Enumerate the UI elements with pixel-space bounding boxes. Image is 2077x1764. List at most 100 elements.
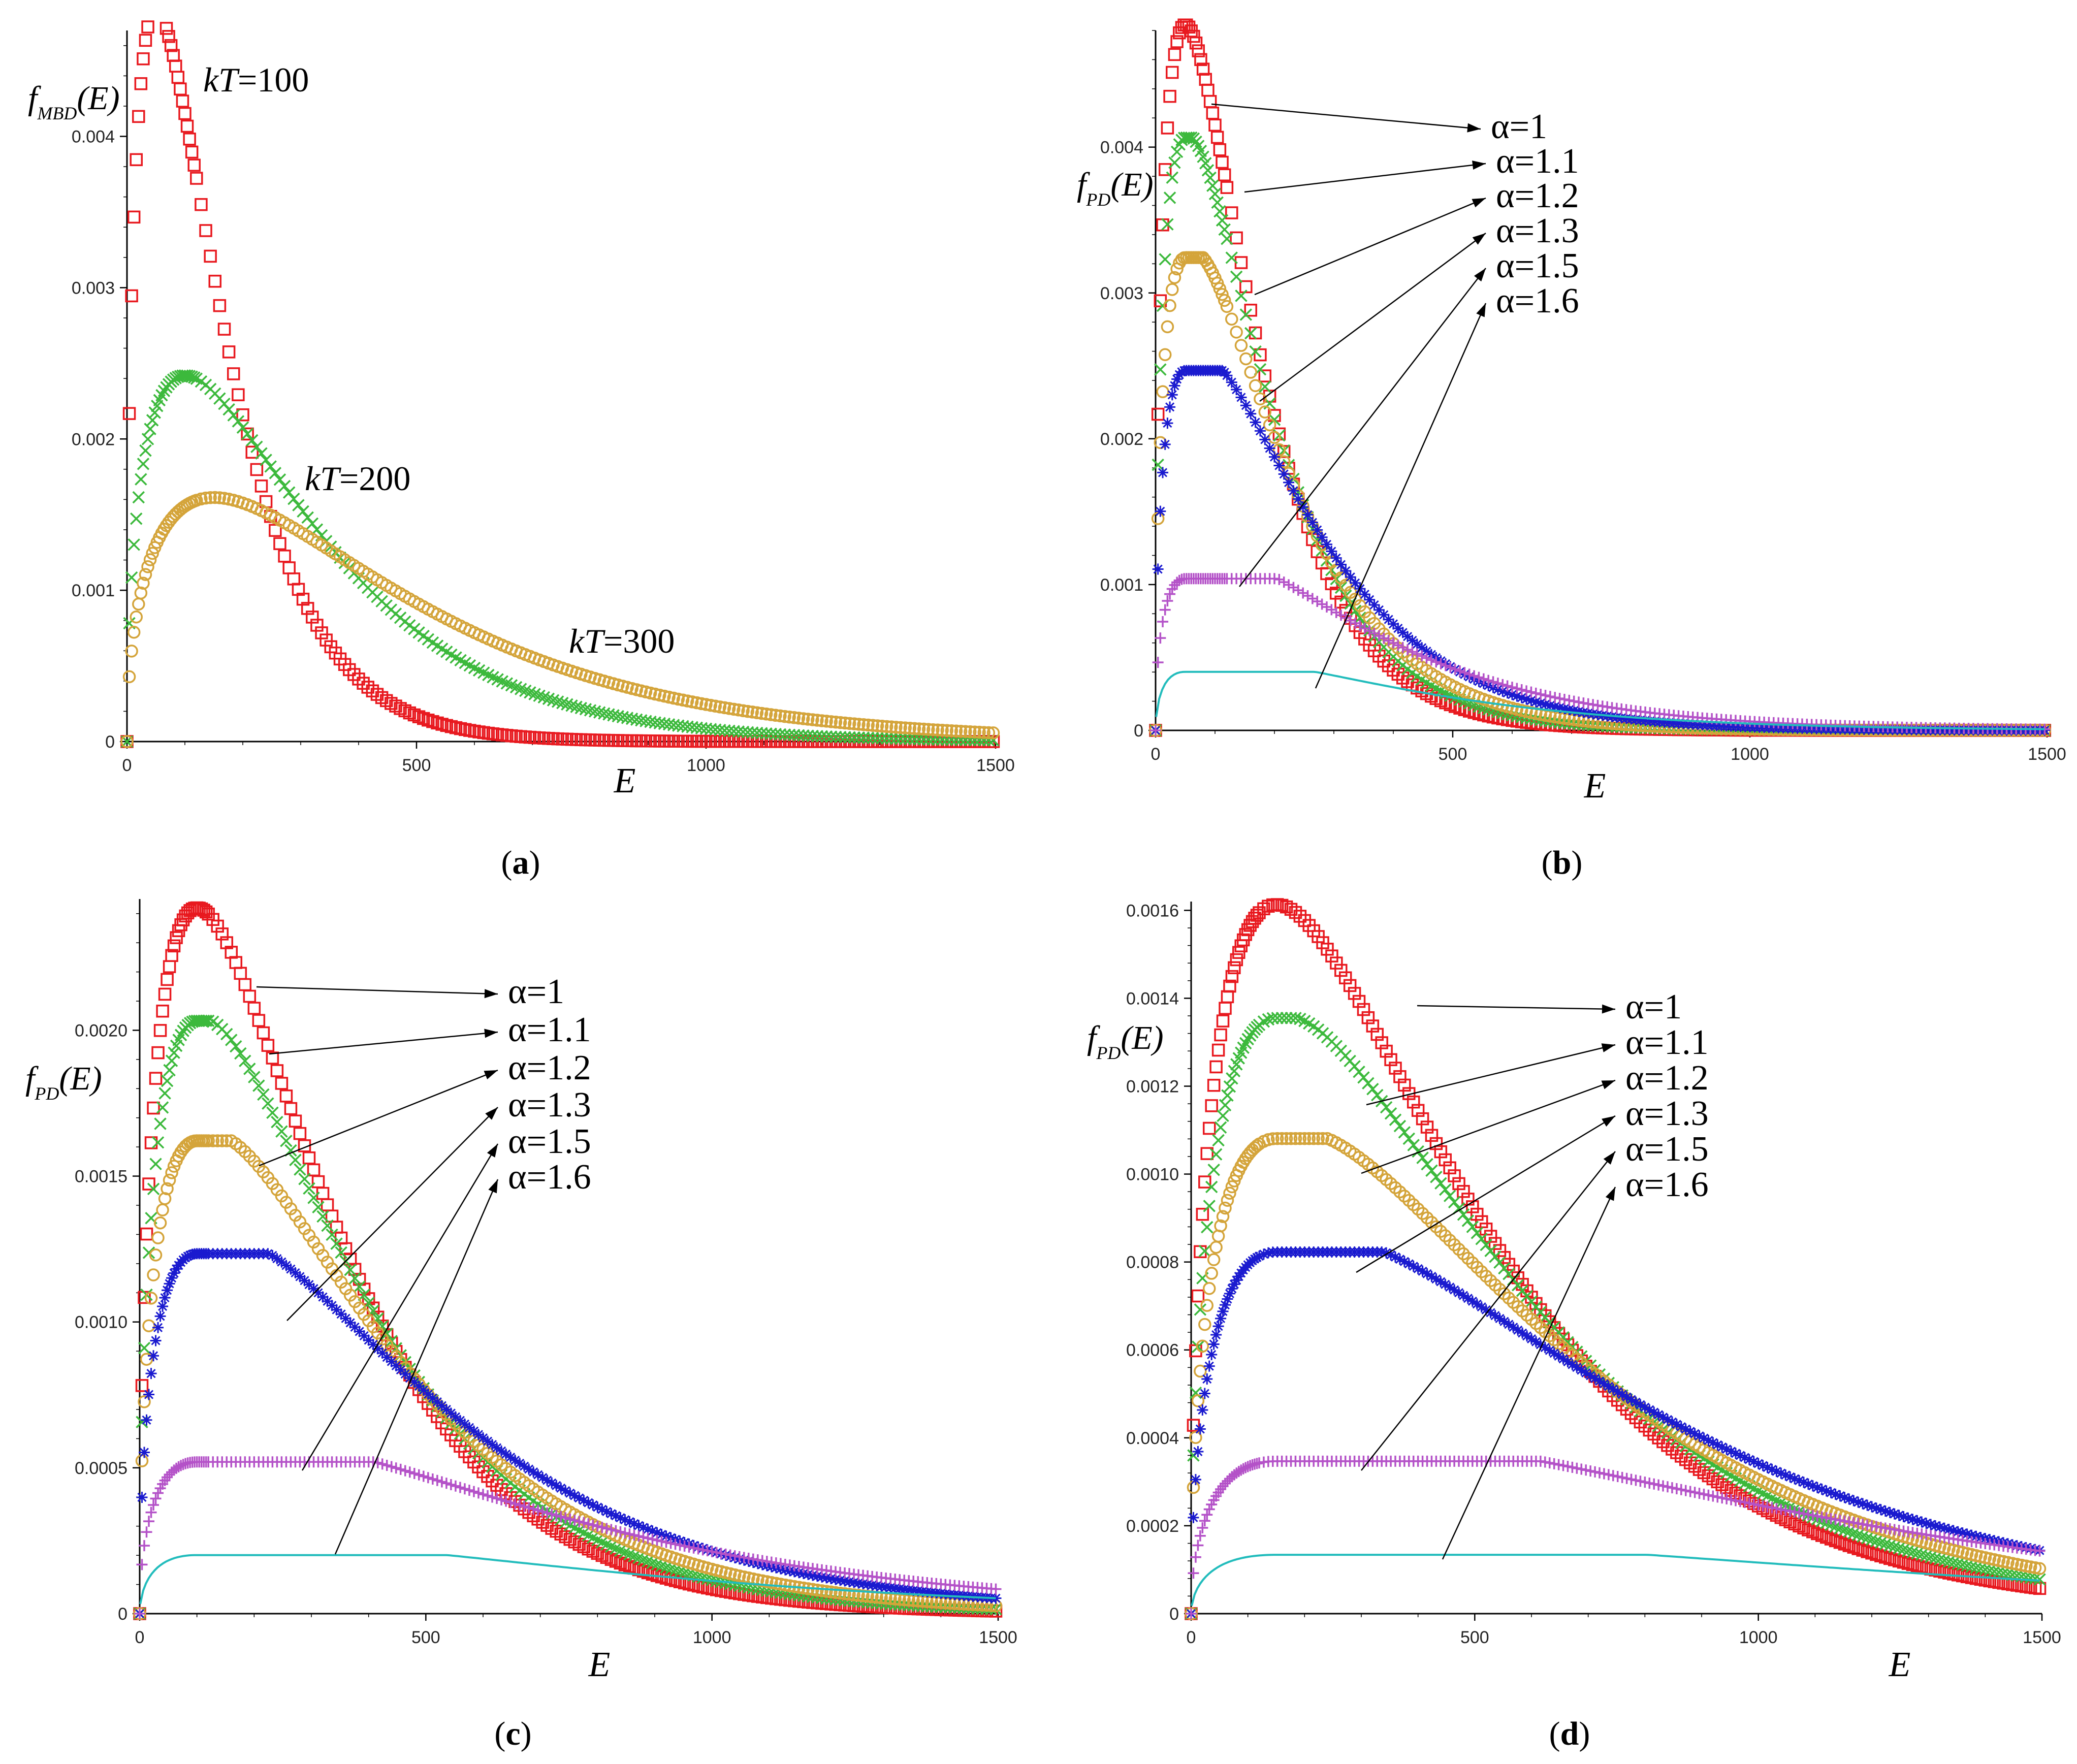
data-point: [234, 967, 247, 980]
data-point: [1449, 1284, 1460, 1296]
data-point: [311, 1175, 325, 1189]
data-point: [1224, 1288, 1235, 1299]
data-point: [899, 732, 912, 745]
data-point: [1158, 163, 1172, 176]
data-point: [1289, 1132, 1302, 1145]
data-point: [280, 1135, 293, 1147]
data-point: [1228, 961, 1241, 975]
series-1: [1149, 18, 2052, 737]
data-point: [1205, 1099, 1218, 1112]
data-point: [1448, 1169, 1461, 1182]
data-point: [843, 731, 856, 744]
data-point: [820, 730, 833, 743]
data-point: [1156, 385, 1169, 398]
data-point: [162, 1285, 173, 1296]
data-point: [1462, 1293, 1474, 1304]
data-point: [1752, 1458, 1764, 1469]
data-point: [1485, 1307, 1496, 1319]
data-point: [454, 1415, 466, 1426]
data-point: [1155, 505, 1166, 517]
data-point: [834, 730, 847, 744]
data-point: [1288, 485, 1299, 497]
data-point: [1200, 1147, 1214, 1160]
data-point: [294, 1163, 306, 1176]
data-point: [161, 973, 174, 986]
data-point: [1434, 1225, 1448, 1238]
data-point: [1257, 902, 1270, 915]
data-point: [1502, 1258, 1516, 1271]
data-point: [802, 1568, 814, 1580]
data-point: [936, 724, 949, 737]
series-kT300: [120, 491, 1000, 748]
data-point: [1370, 1028, 1384, 1041]
annotation-arrowhead: [1603, 1151, 1615, 1165]
data-point: [165, 1166, 178, 1179]
data-point: [1206, 106, 1220, 120]
data-point: [1766, 1464, 1778, 1476]
data-point: [1920, 1549, 1933, 1562]
data-point: [144, 423, 156, 435]
data-point: [1364, 625, 1376, 637]
data-point: [1225, 970, 1239, 983]
data-point: [843, 717, 856, 730]
data-point: [1157, 467, 1169, 478]
data-point: [1216, 214, 1229, 227]
data-point: [279, 1089, 293, 1103]
data-point: [321, 1256, 334, 1269]
data-point: [1434, 1145, 1448, 1159]
data-point: [561, 698, 573, 711]
data-point: [1830, 1488, 1841, 1500]
data-point: [187, 158, 201, 172]
data-point: [690, 696, 704, 710]
data-point: [977, 726, 990, 739]
data-point: [147, 1101, 160, 1115]
data-point: [1775, 1467, 1787, 1479]
data-point: [820, 715, 833, 728]
data-point: [285, 1263, 297, 1275]
data-point: [912, 722, 926, 735]
annotation-arrow-line: [286, 1107, 498, 1321]
data-point: [1268, 413, 1281, 426]
y-label-subscript: PD: [1085, 189, 1110, 210]
annotation-arrowhead: [484, 1070, 498, 1079]
data-point: [1221, 370, 1233, 381]
data-point: [672, 692, 685, 706]
data-point: [1373, 630, 1385, 642]
data-point: [528, 1466, 539, 1478]
legend-label: α=1.5: [508, 1122, 591, 1161]
data-point: [2028, 1561, 2042, 1575]
annotation-arrowhead: [1601, 1080, 1615, 1089]
data-point: [1216, 155, 1229, 169]
data-point: [262, 1097, 274, 1110]
data-point: [1187, 1419, 1200, 1432]
data-point: [647, 1525, 658, 1537]
data-point: [398, 704, 411, 718]
annotation-arrow-line: [1244, 163, 1486, 193]
data-point: [156, 1203, 169, 1216]
y-axis-label: fPD(E): [1077, 166, 1154, 210]
data-point: [1743, 1454, 1755, 1465]
data-point: [894, 732, 907, 745]
data-point: [1220, 181, 1234, 194]
legend-label: α=1.1: [1496, 142, 1579, 181]
data-point: [202, 1134, 215, 1147]
data-point: [792, 712, 806, 725]
data-point: [1489, 1250, 1501, 1263]
data-point: [246, 434, 259, 447]
data-point: [217, 492, 231, 505]
data-point: [163, 1064, 176, 1077]
data-point: [1225, 1180, 1239, 1194]
data-point: [312, 1201, 325, 1213]
data-point: [349, 1321, 361, 1333]
series-1_6: [1191, 1554, 2040, 1606]
data-point: [1390, 1251, 1401, 1263]
data-point: [838, 1587, 851, 1600]
data-point: [2033, 1562, 2047, 1576]
data-point: [1430, 1273, 1442, 1285]
data-point: [667, 691, 680, 705]
data-point: [541, 1474, 553, 1486]
data-point: [170, 931, 183, 944]
data-point: [866, 719, 880, 732]
data-point: [1230, 231, 1243, 245]
data-point: [169, 59, 182, 73]
